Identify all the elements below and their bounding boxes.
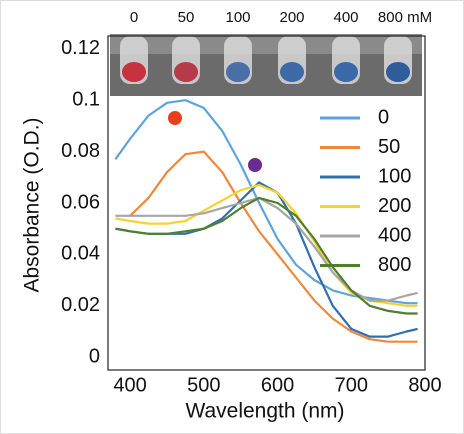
legend-label: 400 — [378, 224, 411, 246]
x-tick-label: 800 — [408, 374, 441, 396]
photo-label: 50 — [178, 9, 195, 26]
y-tick-label: 0 — [89, 345, 100, 367]
y-tick-label: 0.12 — [61, 37, 100, 59]
series-line — [115, 196, 418, 302]
marker-red — [166, 109, 184, 127]
x-tick-label: 500 — [187, 374, 220, 396]
y-tick-label: 0.1 — [72, 89, 100, 111]
photo-label: 100 — [225, 9, 250, 26]
legend-label: 200 — [378, 195, 411, 217]
series-line — [115, 196, 418, 315]
photo-label: 200 — [279, 9, 304, 26]
legend-label: 100 — [378, 165, 411, 187]
x-tick-label: 400 — [113, 374, 146, 396]
series-line — [129, 150, 418, 343]
photo-inset — [110, 34, 422, 96]
x-tick-label: 700 — [335, 374, 368, 396]
y-axis-label: Absorbance (O.D.) — [21, 117, 44, 292]
legend-label: 0 — [378, 106, 389, 128]
series-line — [114, 99, 418, 305]
legend-label: 50 — [378, 136, 400, 158]
x-tick-label: 600 — [261, 374, 294, 396]
legend-label: 800 — [378, 254, 411, 276]
photo-label: 800 mM — [378, 9, 432, 26]
y-tick-label: 0.04 — [61, 243, 100, 265]
plot-border — [107, 35, 426, 371]
photo-label: 0 — [130, 9, 138, 26]
y-tick-label: 0.06 — [61, 191, 100, 213]
photo-label: 400 — [333, 9, 358, 26]
marker-purple — [246, 156, 264, 174]
y-tick-label: 0.02 — [61, 294, 100, 316]
x-axis-label: Wavelength (nm) — [185, 400, 344, 423]
y-tick-label: 0.08 — [61, 140, 100, 162]
